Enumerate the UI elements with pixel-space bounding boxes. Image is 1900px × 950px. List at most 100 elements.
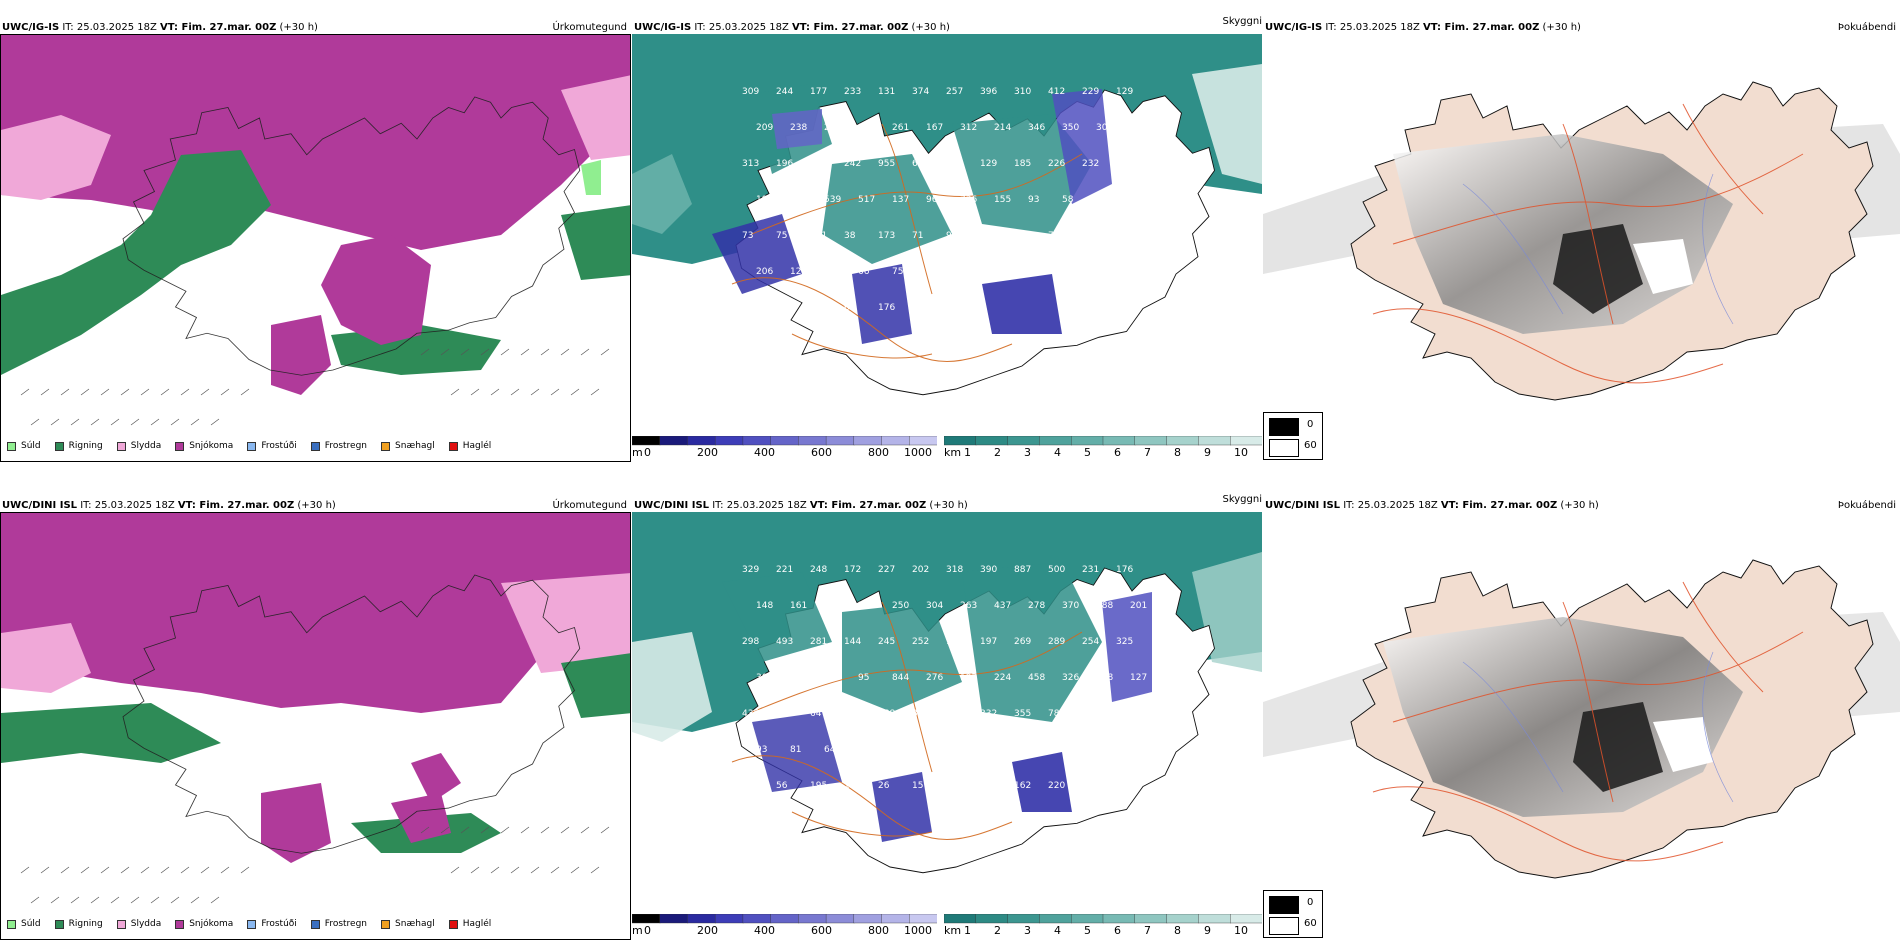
cloud-base-label: 288: [1096, 601, 1113, 611]
height-colorbar-ig: m 0 200 400 600 800 1000: [632, 436, 937, 462]
visibility-colorbar-ig: km 1 2 3 4 5 6 7 8 9 10: [944, 436, 1262, 462]
cloud-base-label: 435: [742, 709, 759, 719]
cloud-base-label: 278: [1028, 601, 1045, 611]
legend-item-snow-pellets: Snæhagl: [381, 919, 435, 929]
vis-tick: 6: [1114, 446, 1121, 459]
cloud-base-label: 227: [824, 267, 841, 277]
cloud-base-label: 242: [844, 159, 861, 169]
cloud-base-label: 131: [878, 87, 895, 97]
cloud-base-label: 244: [776, 87, 793, 97]
cloud-base-label: 160: [892, 745, 909, 755]
panel-header: UWC/IG-IS IT: 25.03.2025 18Z VT: Fim. 27…: [2, 22, 318, 33]
fog-swatch-black: [1269, 418, 1299, 436]
legend-swatch: [54, 919, 64, 929]
cloud-base-label: 158: [1062, 267, 1079, 277]
cloud-base-label: 370: [1062, 601, 1079, 611]
colorbar-segment: [944, 436, 977, 446]
fog-panel-ig: UWC/IG-IS IT: 25.03.2025 18Z VT: Fim. 27…: [1263, 14, 1900, 462]
cloud-base-label: 309: [742, 87, 759, 97]
cloud-base-label: 253: [858, 601, 875, 611]
cloud-base-label: 329: [742, 565, 759, 575]
cloud-base-label: 539: [824, 195, 841, 205]
cloud-base-label: 65: [844, 303, 855, 313]
cloud-base-label: 312: [960, 123, 977, 133]
cloud-base-label: 788: [1048, 709, 1065, 719]
cloud-base-label: 70: [1048, 231, 1060, 241]
colorbar-segment: [714, 436, 744, 446]
cloud-base-label: 232: [1082, 159, 1099, 169]
legend-swatch: [448, 441, 458, 451]
cloud-base-label: 203: [824, 123, 841, 133]
cloud-base-label: 325: [1116, 637, 1133, 647]
height-colorbar-dini: m 0 200 400 600 800 1000: [632, 914, 937, 940]
cloud-base-label: 188: [858, 123, 875, 133]
cloud-base-label: 313: [742, 159, 759, 169]
cloud-base-label: 128: [1096, 267, 1113, 277]
cloud-base-label: 182: [980, 781, 997, 791]
cloud-base-label: 301: [1116, 159, 1133, 169]
cloud-base-label: 281: [810, 637, 827, 647]
cloud-base-label: 304: [926, 601, 943, 611]
cloud-base-label: 95: [858, 673, 869, 683]
cloud-base-label: 318: [946, 565, 963, 575]
cloud-base-label: 56: [776, 781, 788, 791]
legend-swatch: [116, 919, 126, 929]
legend-swatch: [7, 919, 16, 929]
legend-item-hail: Haglél: [448, 441, 491, 451]
cloud-base-label: 131: [810, 231, 827, 241]
cloud-base-label: 108: [994, 267, 1011, 277]
vis-tick: 9: [1204, 446, 1211, 459]
colorbar-segment: [881, 436, 910, 446]
cloud-base-label: 736: [960, 195, 977, 205]
vis-tick: 8: [1174, 446, 1181, 459]
cloud-base-label: 161: [790, 601, 807, 611]
vis-tick: 1: [964, 446, 971, 459]
cloud-base-label: 69: [1116, 709, 1128, 719]
cloud-base-label: 58: [1062, 195, 1074, 205]
cloud-base-label: 102: [926, 267, 943, 277]
legend-item-rain: Rigning: [54, 441, 103, 451]
colorbar-segment: [742, 436, 772, 446]
legend-item-snow: Snjókoma: [175, 919, 233, 929]
precip-legend: Súld Rigning Slydda Snjókoma Frostúði Fr…: [7, 919, 505, 929]
height-tick: 200: [697, 446, 718, 459]
vis-tick: 1: [964, 924, 971, 937]
colorbar-segment: [770, 436, 800, 446]
cloud-base-label: 298: [742, 637, 759, 647]
height-unit: m: [632, 924, 643, 937]
cloud-base-label: 250: [892, 601, 909, 611]
cloud-base-label: 229: [1082, 87, 1099, 97]
cloud-base-label: 224: [994, 673, 1011, 683]
legend-swatch: [310, 441, 320, 451]
panel-title: Úrkomutegund: [552, 22, 627, 33]
cloud-base-label: 255: [810, 159, 827, 169]
vis-tick: 4: [1054, 446, 1061, 459]
cloud-base-label: 197: [960, 673, 977, 683]
cloud-base-label: 137: [892, 195, 909, 205]
height-tick: 0: [644, 446, 651, 459]
cloud-base-label: 129: [980, 159, 997, 169]
cloud-base-label: 82: [776, 303, 787, 313]
fog-legend-ig: 0 60: [1263, 412, 1323, 460]
cloud-base-label: 71: [912, 231, 923, 241]
cloud-base-label: 254: [1082, 637, 1099, 647]
panel-title: Skyggni: [1222, 16, 1262, 27]
cloud-base-label: 500: [1048, 565, 1065, 575]
vis-tick: 7: [1144, 446, 1151, 459]
cloud-base-label: 214: [994, 123, 1011, 133]
cloud-base-label: 96: [926, 195, 938, 205]
cloud-base-label: 49: [980, 231, 992, 241]
cloud-base-label: 144: [844, 637, 861, 647]
cloud-base-label: 695: [912, 159, 929, 169]
height-tick: 800: [868, 446, 889, 459]
legend-item-snow-pellets: Snæhagl: [381, 441, 435, 451]
cloud-base-label: 180: [742, 781, 759, 791]
cloud-base-label: 479: [946, 781, 963, 791]
cloud-base-label: 152: [742, 303, 759, 313]
colorbar-segment: [853, 436, 883, 446]
cloud-base-label: 91: [1028, 745, 1039, 755]
colorbar-segment: [1198, 436, 1231, 446]
fog-map-dini: [1263, 512, 1900, 882]
colorbar-segment: [798, 914, 827, 924]
cloud-base-label: 162: [1014, 781, 1031, 791]
